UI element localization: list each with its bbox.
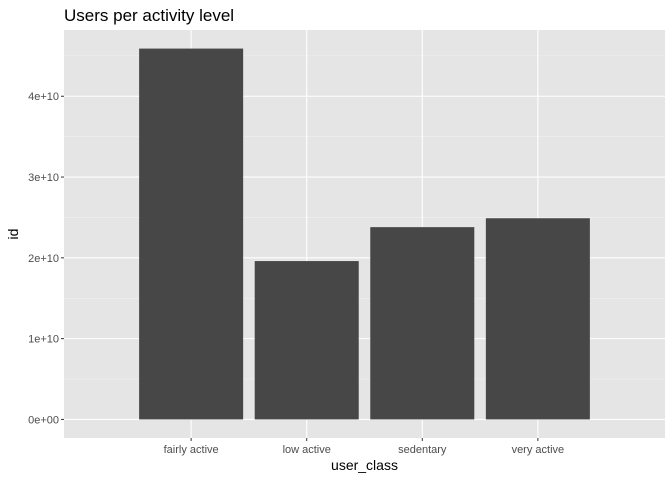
y-tick-label: 3e+10 <box>28 172 59 184</box>
bar-sedentary <box>370 227 475 420</box>
y-axis-title: id <box>5 229 21 240</box>
y-tick-label: 0e+00 <box>28 414 59 426</box>
bar-fairly-active <box>139 48 244 420</box>
y-tick-label: 2e+10 <box>28 253 59 265</box>
x-axis: fairly active low active sedentary very act… <box>164 438 565 456</box>
x-tick-label: fairly active <box>164 444 219 456</box>
x-tick-label: sedentary <box>398 444 447 456</box>
x-axis-title: user_class <box>331 457 398 473</box>
x-tick-label: very active <box>512 444 565 456</box>
bar-very-active <box>485 218 590 420</box>
y-tick-label: 4e+10 <box>28 91 59 103</box>
bars <box>139 48 590 420</box>
y-tick-label: 1e+10 <box>28 334 59 346</box>
x-tick-label: low active <box>283 444 331 456</box>
y-axis: 0e+00 1e+10 2e+10 3e+10 4e+10 <box>28 91 64 426</box>
bar-low-active <box>254 261 359 420</box>
chart-title: Users per activity level <box>64 6 234 25</box>
